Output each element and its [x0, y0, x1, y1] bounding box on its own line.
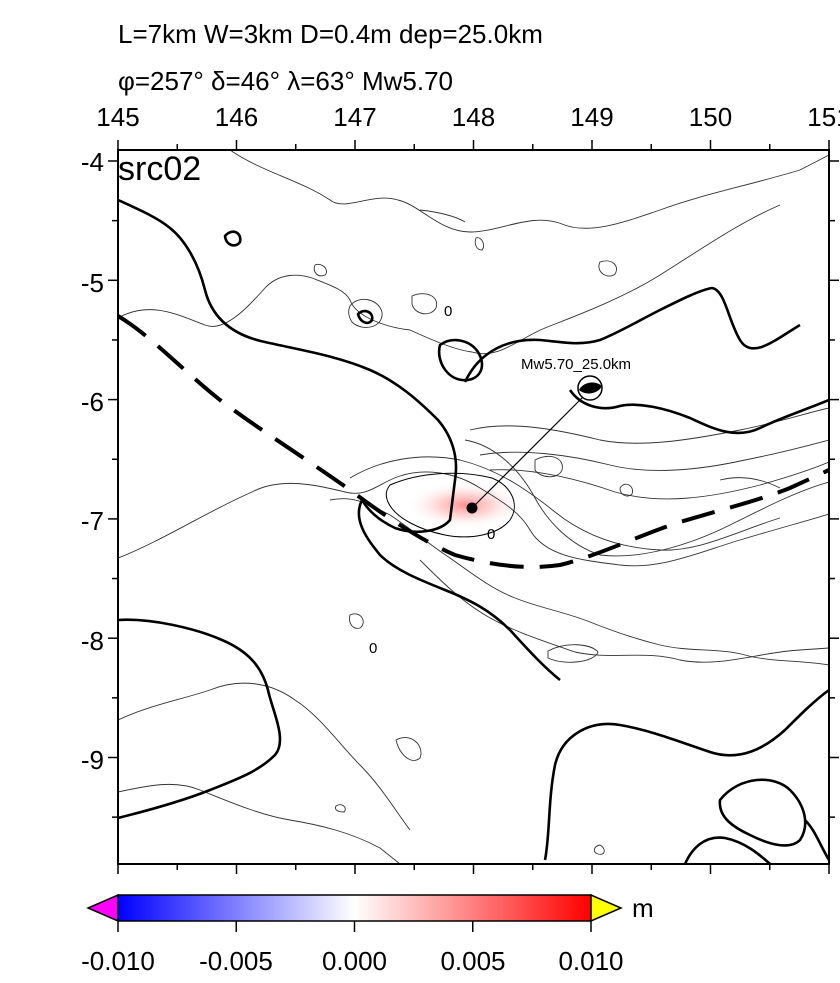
x-tick-label: 148	[452, 102, 495, 132]
y-tick-label: -8	[81, 626, 104, 656]
x-tick-label: 145	[96, 102, 139, 132]
y-tick-label: -6	[81, 387, 104, 417]
panel-label: src02	[118, 150, 201, 188]
x-axis-labels: 145 146 147 148 149 150 151	[96, 102, 840, 132]
focal-mechanism-icon	[577, 375, 603, 401]
x-tick-label: 150	[689, 102, 732, 132]
contour-label: 0	[444, 303, 452, 320]
colorbar-gradient	[117, 894, 592, 922]
trench-line	[118, 314, 829, 569]
y-tick-label: -7	[81, 506, 104, 536]
contour-label: 0	[369, 640, 377, 657]
colorbar-ticks	[117, 921, 592, 932]
deformation-uplift	[405, 481, 525, 529]
y-tick-label: -4	[81, 147, 104, 177]
x-tick-label: 149	[570, 102, 613, 132]
contour-label: 0	[487, 526, 495, 543]
title-line-1: L=7km W=3km D=0.4m dep=25.0km	[118, 19, 543, 49]
x-tick-label: 147	[333, 102, 376, 132]
x-tick-label: 146	[215, 102, 258, 132]
title-line-2: φ=257° δ=46° λ=63° Mw5.70	[118, 66, 453, 96]
colorbar-tick-label: 0.010	[558, 946, 623, 976]
colorbar-tick-label: 0.000	[322, 946, 387, 976]
source-point	[466, 502, 478, 514]
mechanism-label: Mw5.70_25.0km	[521, 356, 631, 373]
colorbar-tick-label: -0.005	[199, 946, 273, 976]
y-tick-label: -9	[81, 745, 104, 775]
bathymetry-contours	[118, 150, 829, 864]
map-area: 0 0 0 Mw5.70_25.0km src02	[118, 150, 829, 864]
connector-line	[471, 389, 591, 509]
axis-ticks	[108, 140, 839, 874]
y-tick-label: -5	[81, 268, 104, 298]
colorbar-tick-label: 0.005	[440, 946, 505, 976]
y-axis-labels: -4 -5 -6 -7 -8 -9	[81, 147, 104, 775]
coastlines	[118, 198, 829, 864]
colorbar-below-triangle	[86, 893, 119, 923]
x-tick-label: 151	[807, 102, 840, 132]
colorbar-tick-label: -0.010	[81, 946, 155, 976]
colorbar-unit: m	[632, 893, 654, 923]
colorbar-above-triangle	[590, 893, 623, 923]
colorbar: m -0.010 -0.005 0.000 0.005 0.010	[81, 893, 654, 976]
